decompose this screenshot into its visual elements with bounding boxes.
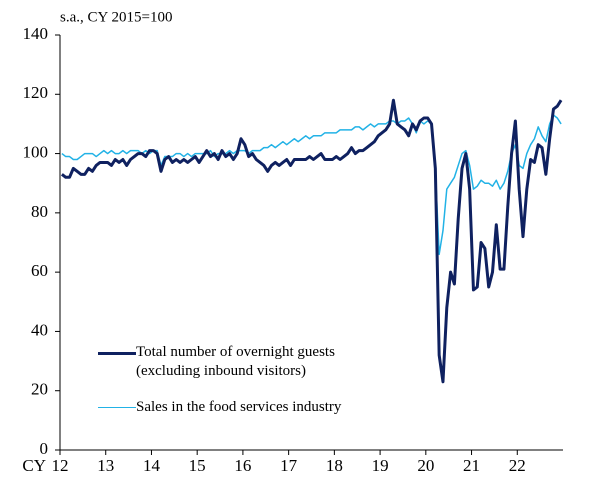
chart-subtitle: s.a., CY 2015=100 xyxy=(60,9,173,25)
y-tick-label: 20 xyxy=(31,380,48,399)
y-tick-label: 120 xyxy=(23,83,49,102)
x-tick-label: 12 xyxy=(52,456,69,475)
series-line xyxy=(61,114,562,256)
legend-swatch xyxy=(98,407,136,408)
x-tick-label: 20 xyxy=(417,456,434,475)
x-tick-label: 19 xyxy=(372,456,389,475)
legend-label: Sales in the food services industry xyxy=(136,399,342,415)
y-tick-label: 60 xyxy=(31,261,48,280)
legend-entry: Total number of overnight guests (exclud… xyxy=(98,343,335,381)
x-tick-label: 18 xyxy=(326,456,343,475)
x-tick-label: 22 xyxy=(509,456,526,475)
x-tick-label: 17 xyxy=(280,456,298,475)
series-line xyxy=(60,98,563,384)
x-tick-label: 15 xyxy=(189,456,206,475)
y-tick-label: 100 xyxy=(23,142,49,161)
legend-label: Total number of overnight guests (exclud… xyxy=(136,344,335,379)
y-tick-label: 80 xyxy=(31,202,48,221)
x-tick-label: 14 xyxy=(143,456,161,475)
x-tick-label: 13 xyxy=(97,456,114,475)
legend-entry: Sales in the food services industry xyxy=(98,398,341,417)
legend-swatch xyxy=(98,352,136,355)
y-tick-label: 40 xyxy=(31,320,48,339)
x-axis-prefix: CY xyxy=(22,456,46,475)
y-tick-label: 140 xyxy=(23,24,49,43)
y-tick-label: 0 xyxy=(40,439,49,458)
x-tick-label: 16 xyxy=(234,456,251,475)
x-tick-label: 21 xyxy=(463,456,480,475)
